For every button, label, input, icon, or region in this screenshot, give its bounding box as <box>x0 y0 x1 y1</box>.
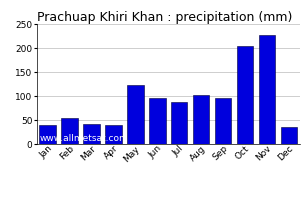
Bar <box>83 124 100 144</box>
Bar <box>281 127 297 144</box>
Text: www.allmetsat.com: www.allmetsat.com <box>39 134 128 143</box>
Text: Prachuap Khiri Khan : precipitation (mm): Prachuap Khiri Khan : precipitation (mm) <box>37 11 292 24</box>
Bar <box>149 98 166 144</box>
Bar <box>39 125 56 144</box>
Bar <box>127 85 144 144</box>
Bar <box>215 98 231 144</box>
Bar <box>193 95 209 144</box>
Bar <box>62 118 78 144</box>
Bar <box>237 46 253 144</box>
Bar <box>259 35 275 144</box>
Bar <box>105 125 122 144</box>
Bar <box>171 102 188 144</box>
